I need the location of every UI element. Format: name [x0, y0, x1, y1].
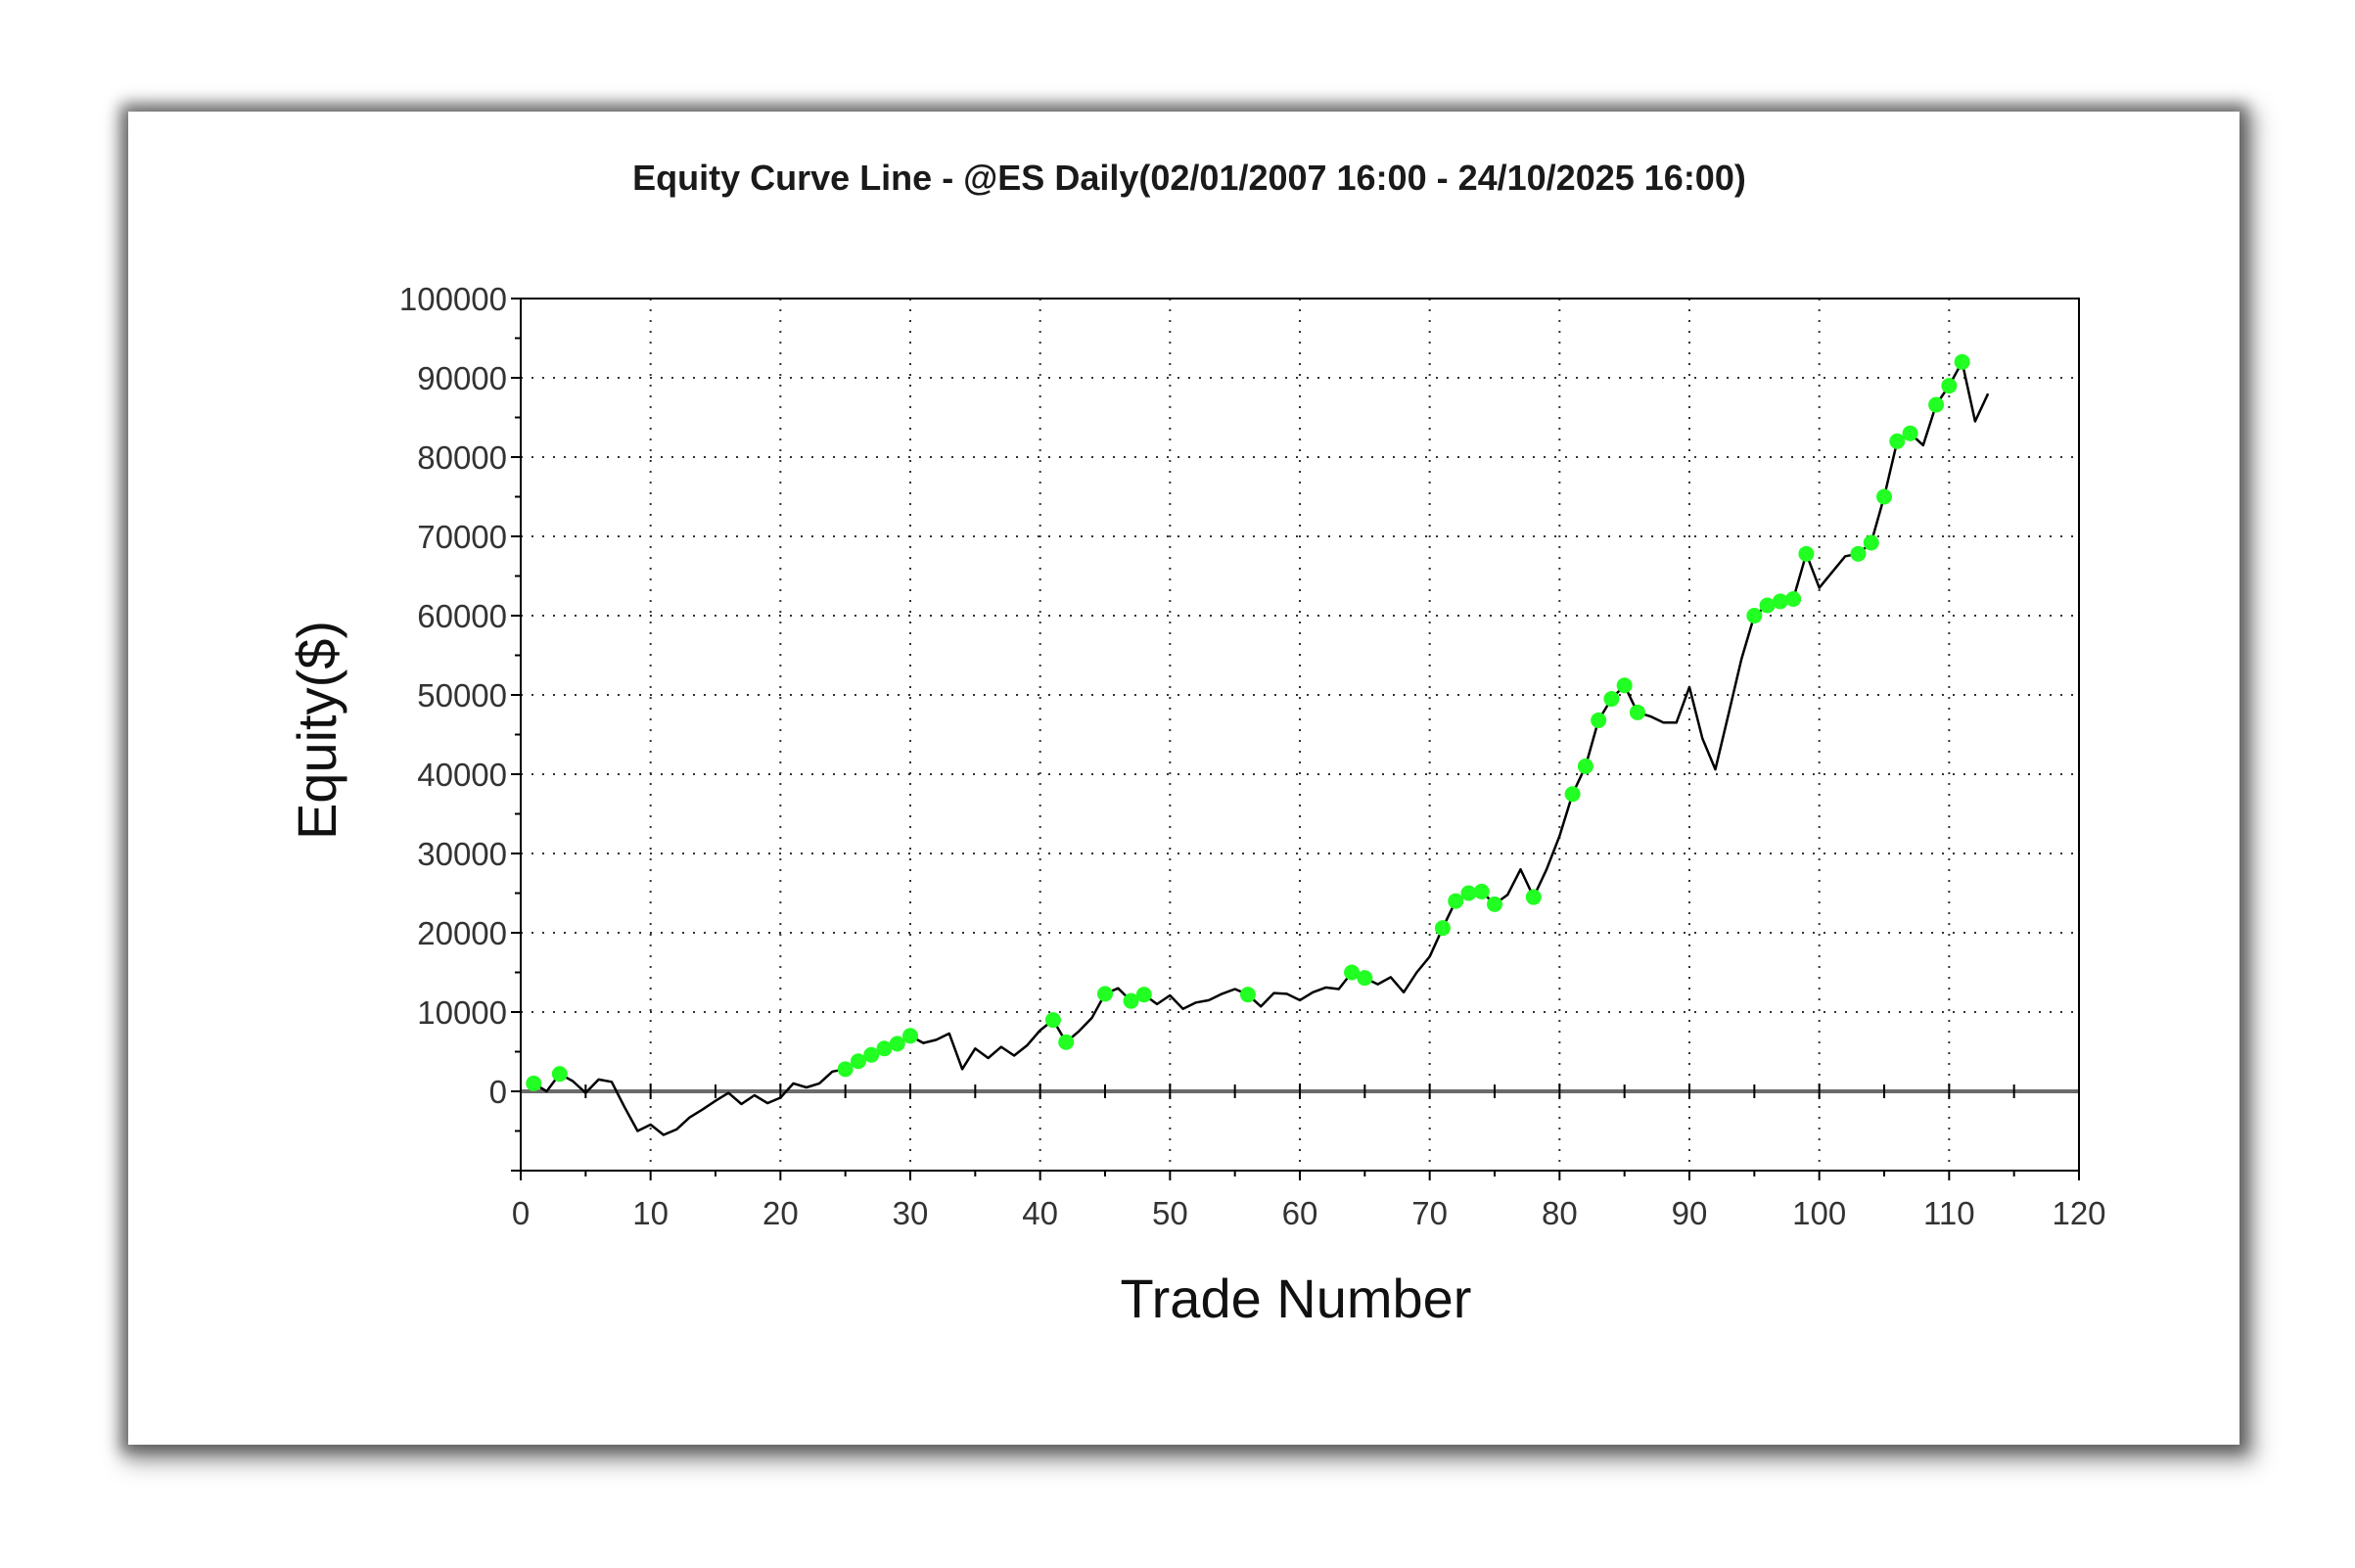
x-tick-label: 0: [512, 1195, 530, 1231]
winning-trade-point: [1785, 590, 1802, 607]
winning-trade-point: [1239, 987, 1256, 1003]
winning-trade-point: [863, 1046, 880, 1063]
chart-title: Equity Curve Line - @ES Daily(02/01/2007…: [632, 158, 1746, 198]
winning-trade-point: [1473, 883, 1490, 899]
y-tick-label: 70000: [417, 519, 507, 555]
winning-trade-point: [1941, 378, 1958, 394]
y-tick-label: 90000: [417, 360, 507, 396]
y-tick-labels: 0 10000 20000 30000 40000 50000 60000 70000 8000…: [399, 281, 507, 1110]
x-tick-label: 120: [2052, 1195, 2105, 1231]
x-tick-label: 100: [1792, 1195, 1846, 1231]
winning-trade-point: [1902, 425, 1918, 441]
winning-trade-point: [902, 1028, 918, 1044]
winning-trade-point: [1097, 986, 1113, 1002]
winning-trade-point: [526, 1075, 542, 1091]
winning-trade-point: [837, 1061, 854, 1078]
y-tick-label: 100000: [399, 281, 507, 317]
winning-trade-point: [1876, 488, 1892, 505]
chart-card: Equity Curve Line - @ES Daily(02/01/2007…: [128, 112, 2240, 1445]
winning-trade-point: [1135, 987, 1152, 1003]
winning-trade-point: [1889, 433, 1906, 449]
winning-trade-point: [1954, 353, 1970, 370]
y-tick-label: 20000: [417, 915, 507, 951]
winning-trade-point: [1357, 970, 1373, 987]
x-tick-label: 80: [1542, 1195, 1578, 1231]
x-tick-label: 70: [1411, 1195, 1448, 1231]
winning-trade-point: [1525, 889, 1542, 905]
equity-series-line: [532, 360, 1990, 1136]
x-tick-label: 10: [632, 1195, 669, 1231]
equity-curve-chart: Equity Curve Line - @ES Daily(02/01/2007…: [286, 158, 2106, 1329]
winning-trade-point: [1434, 920, 1451, 937]
x-tick-label: 30: [893, 1195, 929, 1231]
winning-trade-point: [1344, 964, 1361, 981]
x-tick-labels: 0 10 20 30 40 50 60 70 80 90 100 110 120: [512, 1195, 2106, 1231]
x-tick-label: 110: [1923, 1195, 1975, 1231]
x-tick-label: 20: [762, 1195, 799, 1231]
x-axis-label: Trade Number: [1121, 1268, 1472, 1329]
winning-trade-point: [850, 1053, 866, 1070]
winning-trade-point: [1759, 597, 1776, 614]
winning-trade-point: [1058, 1034, 1075, 1050]
y-tick-label: 0: [489, 1074, 507, 1110]
winning-trade-point: [1629, 704, 1645, 720]
y-tick-label: 60000: [417, 598, 507, 634]
y-tick-label: 50000: [417, 677, 507, 714]
winning-trade-point: [1850, 545, 1867, 562]
y-tick-label: 30000: [417, 836, 507, 872]
x-tick-label: 90: [1672, 1195, 1708, 1231]
winning-trade-point: [1928, 396, 1945, 413]
y-tick-label: 80000: [417, 439, 507, 476]
y-axis-label: Equity($): [286, 621, 347, 840]
winning-trade-point: [1798, 545, 1815, 562]
x-tick-label: 60: [1282, 1195, 1318, 1231]
winning-trade-point: [1616, 677, 1633, 694]
winning-trade-point: [1591, 712, 1607, 728]
y-tick-label: 10000: [417, 994, 507, 1031]
x-tick-label: 50: [1152, 1195, 1188, 1231]
grid-lines: [521, 299, 2079, 1171]
winning-trade-point: [551, 1066, 568, 1083]
winning-trade-point: [1448, 893, 1464, 909]
winning-trade-point: [1123, 992, 1139, 1009]
winning-trade-point: [876, 1040, 893, 1057]
winning-trade-point: [889, 1036, 905, 1052]
winning-trade-point: [1564, 786, 1581, 803]
winning-trade-point: [1603, 691, 1620, 708]
winning-trade-markers: [526, 353, 1970, 1091]
winning-trade-point: [1487, 896, 1502, 912]
winning-trade-point: [1577, 758, 1593, 774]
winning-trade-point: [1863, 534, 1879, 551]
winning-trade-point: [1460, 885, 1477, 901]
winning-trade-point: [1044, 1012, 1061, 1029]
axis-ticks: [511, 298, 2080, 1180]
winning-trade-point: [1746, 608, 1763, 623]
y-tick-label: 40000: [417, 757, 507, 793]
x-tick-label: 40: [1022, 1195, 1058, 1231]
winning-trade-point: [1772, 593, 1788, 610]
